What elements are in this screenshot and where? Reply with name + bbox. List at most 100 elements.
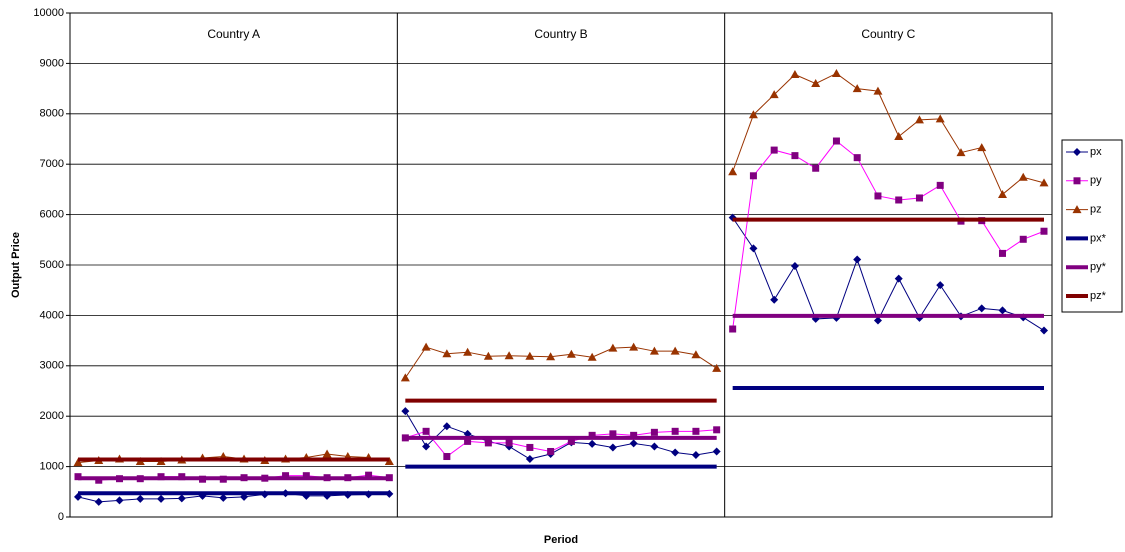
panel-label: Country C bbox=[861, 27, 915, 41]
marker bbox=[1040, 326, 1048, 335]
legend-label: px bbox=[1090, 146, 1102, 158]
marker bbox=[790, 69, 800, 78]
marker bbox=[650, 428, 658, 436]
marker bbox=[1039, 178, 1049, 187]
marker bbox=[422, 442, 431, 451]
marker bbox=[1019, 235, 1027, 243]
y-tick-label: 10000 bbox=[33, 7, 64, 19]
marker bbox=[770, 146, 778, 154]
marker bbox=[811, 79, 821, 88]
panel-label: Country B bbox=[534, 27, 587, 41]
marker bbox=[421, 342, 431, 351]
marker bbox=[566, 349, 576, 358]
marker bbox=[95, 476, 103, 484]
x-axis-label: Period bbox=[544, 534, 578, 546]
marker bbox=[692, 427, 700, 435]
legend-label: pz* bbox=[1090, 290, 1107, 302]
marker bbox=[1072, 205, 1082, 214]
y-tick-label: 5000 bbox=[40, 259, 64, 271]
marker bbox=[832, 137, 840, 145]
marker bbox=[712, 363, 722, 372]
marker bbox=[302, 472, 310, 480]
marker bbox=[997, 189, 1007, 198]
series-line bbox=[404, 346, 717, 379]
marker bbox=[998, 249, 1006, 257]
marker bbox=[670, 346, 680, 355]
marker bbox=[749, 244, 758, 253]
y-tick-label: 3000 bbox=[40, 360, 64, 372]
marker bbox=[547, 447, 555, 455]
marker bbox=[443, 453, 451, 461]
marker bbox=[852, 84, 862, 93]
marker bbox=[749, 172, 757, 180]
legend-label: px* bbox=[1090, 232, 1107, 244]
marker bbox=[691, 451, 700, 460]
legend-label: pz bbox=[1090, 204, 1102, 216]
marker bbox=[525, 455, 534, 464]
plot-frame bbox=[69, 12, 1053, 518]
marker bbox=[422, 427, 430, 435]
marker bbox=[115, 496, 124, 505]
marker bbox=[914, 115, 924, 124]
marker bbox=[157, 494, 166, 503]
y-tick-label: 0 bbox=[58, 511, 64, 523]
marker bbox=[712, 447, 721, 456]
marker bbox=[977, 143, 987, 152]
marker bbox=[853, 255, 862, 264]
y-tick-label: 7000 bbox=[40, 158, 64, 170]
marker bbox=[505, 439, 513, 447]
marker bbox=[177, 494, 186, 503]
marker bbox=[791, 152, 799, 160]
marker bbox=[365, 471, 373, 479]
marker bbox=[608, 343, 618, 352]
marker bbox=[650, 442, 659, 451]
marker bbox=[1073, 148, 1081, 156]
marker bbox=[463, 347, 473, 356]
series-line bbox=[732, 217, 1045, 331]
marker bbox=[895, 196, 903, 204]
y-tick-label: 4000 bbox=[40, 309, 64, 321]
marker bbox=[504, 351, 514, 360]
legend-box bbox=[1061, 139, 1123, 313]
marker bbox=[748, 110, 758, 119]
marker bbox=[671, 448, 680, 457]
marker bbox=[322, 449, 332, 458]
marker bbox=[729, 325, 737, 333]
y-tick-label: 2000 bbox=[40, 410, 64, 422]
marker bbox=[812, 164, 820, 172]
marker bbox=[464, 437, 472, 445]
y-tick-label: 1000 bbox=[40, 461, 64, 473]
marker bbox=[853, 154, 861, 162]
marker bbox=[831, 68, 841, 77]
series-line bbox=[77, 492, 390, 503]
marker bbox=[956, 148, 966, 157]
series-line bbox=[732, 72, 1045, 196]
marker bbox=[442, 349, 452, 358]
marker bbox=[1073, 177, 1081, 185]
y-tick-label: 9000 bbox=[40, 57, 64, 69]
marker bbox=[915, 194, 923, 202]
marker bbox=[219, 493, 228, 502]
marker bbox=[873, 86, 883, 95]
marker bbox=[483, 351, 493, 360]
marker bbox=[936, 281, 945, 290]
marker bbox=[526, 443, 534, 451]
marker bbox=[588, 431, 596, 439]
legend-label: py bbox=[1090, 175, 1102, 187]
panel-label: Country A bbox=[207, 27, 260, 41]
marker bbox=[73, 458, 83, 467]
marker bbox=[998, 306, 1007, 315]
marker bbox=[713, 426, 721, 434]
series-line bbox=[405, 429, 717, 458]
marker bbox=[400, 373, 410, 382]
marker bbox=[525, 351, 535, 360]
marker bbox=[401, 407, 410, 416]
marker bbox=[1018, 172, 1028, 181]
marker bbox=[463, 429, 472, 438]
marker bbox=[1040, 227, 1048, 235]
marker bbox=[630, 431, 638, 439]
marker bbox=[649, 346, 659, 355]
marker bbox=[728, 167, 738, 176]
marker bbox=[671, 427, 679, 435]
